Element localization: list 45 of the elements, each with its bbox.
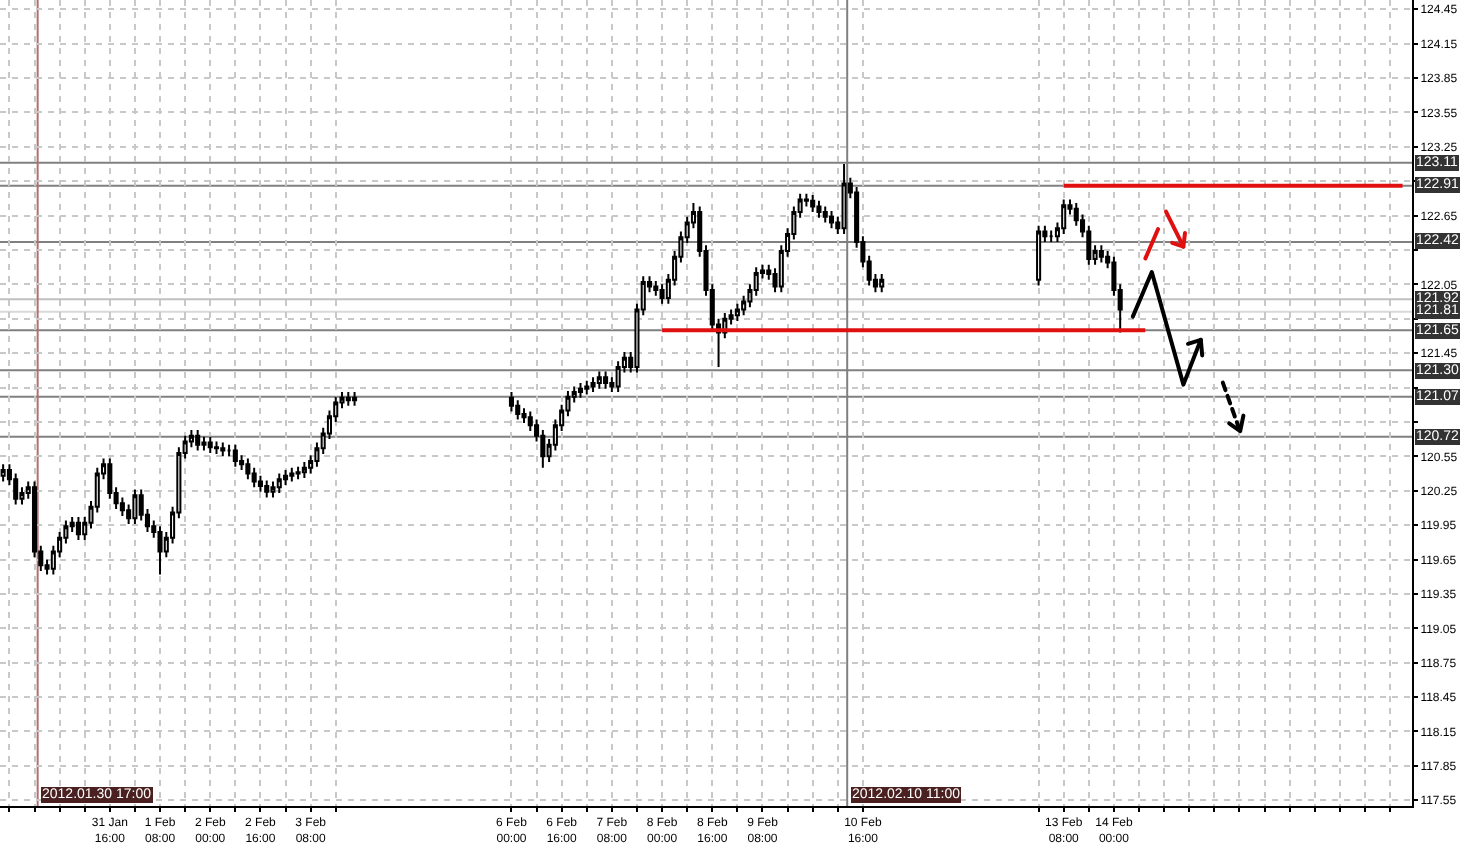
candlestick <box>283 469 289 486</box>
candlestick <box>828 209 835 230</box>
candlestick <box>1098 244 1104 264</box>
candlestick <box>264 479 270 499</box>
candlestick <box>521 407 527 425</box>
candlestick <box>540 428 546 469</box>
candlestick <box>590 376 596 394</box>
candlestick <box>207 435 213 454</box>
candlestick <box>157 525 163 576</box>
candlestick <box>1036 224 1042 287</box>
candlestick <box>822 205 828 224</box>
candlestick <box>220 441 226 458</box>
candlestick <box>810 193 816 214</box>
candlestick <box>508 391 514 413</box>
candlestick <box>257 474 263 493</box>
candlestick <box>276 472 282 494</box>
candlestick <box>289 466 295 483</box>
candlestick <box>1048 229 1054 243</box>
candlestick <box>1061 198 1067 235</box>
candlestick <box>295 465 301 481</box>
candlestick <box>603 370 609 390</box>
candlestick <box>245 457 251 481</box>
candlestick <box>841 162 847 235</box>
candlestick <box>515 399 521 421</box>
candlestick <box>213 440 220 456</box>
candlestick <box>615 360 621 394</box>
candlestick <box>352 391 358 407</box>
candlestick <box>195 428 201 452</box>
candlestick <box>879 273 885 294</box>
candlestick <box>201 435 207 452</box>
candlestick <box>132 488 138 525</box>
candlestick <box>270 480 276 499</box>
candlestick <box>653 279 659 297</box>
candlestick <box>596 370 602 390</box>
candlestick <box>345 391 351 407</box>
candlestick <box>734 302 740 323</box>
candlestick <box>816 199 822 219</box>
candlestick <box>13 472 19 506</box>
candlestick <box>251 466 257 489</box>
candlestick <box>75 516 81 541</box>
candlestick <box>577 381 584 399</box>
candlestick <box>527 410 533 433</box>
candlestick <box>232 443 238 468</box>
candlestick <box>584 379 590 396</box>
candlestick <box>301 461 307 480</box>
